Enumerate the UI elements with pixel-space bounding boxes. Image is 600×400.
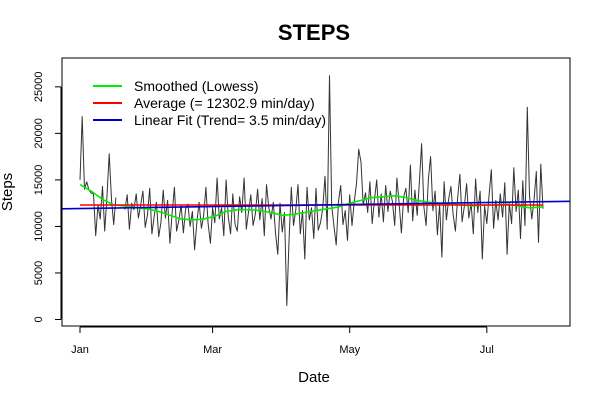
legend-label-0: Smoothed (Lowess)	[134, 78, 259, 94]
y-axis-label: Steps	[0, 173, 16, 211]
chart-title: STEPS	[278, 20, 350, 45]
y-tick-label: 5000	[33, 261, 45, 285]
legend-label-1: Average (= 12302.9 min/day)	[134, 95, 315, 111]
x-tick-label: Jan	[71, 344, 89, 356]
x-axis: Jan Mar May Jul	[71, 326, 494, 356]
plot-frame	[61, 57, 571, 327]
y-tick-label: 0	[33, 316, 45, 322]
series-line-3	[62, 200, 570, 210]
y-tick-label: 10000	[33, 211, 45, 242]
x-tick-label: Jul	[480, 344, 494, 356]
y-axis: 0 5000 10000 15000 20000 25000	[33, 72, 62, 323]
y-tick-label: 20000	[33, 118, 45, 149]
legend: Smoothed (Lowess)Average (= 12302.9 min/…	[93, 78, 326, 128]
x-axis-label: Date	[298, 369, 330, 386]
x-tick-label: Mar	[203, 344, 222, 356]
x-tick-label: May	[339, 344, 360, 356]
y-tick-label: 15000	[33, 165, 45, 196]
series-layer	[62, 75, 570, 306]
legend-label-2: Linear Fit (Trend= 3.5 min/day)	[134, 112, 326, 128]
y-tick-label: 25000	[33, 72, 45, 103]
